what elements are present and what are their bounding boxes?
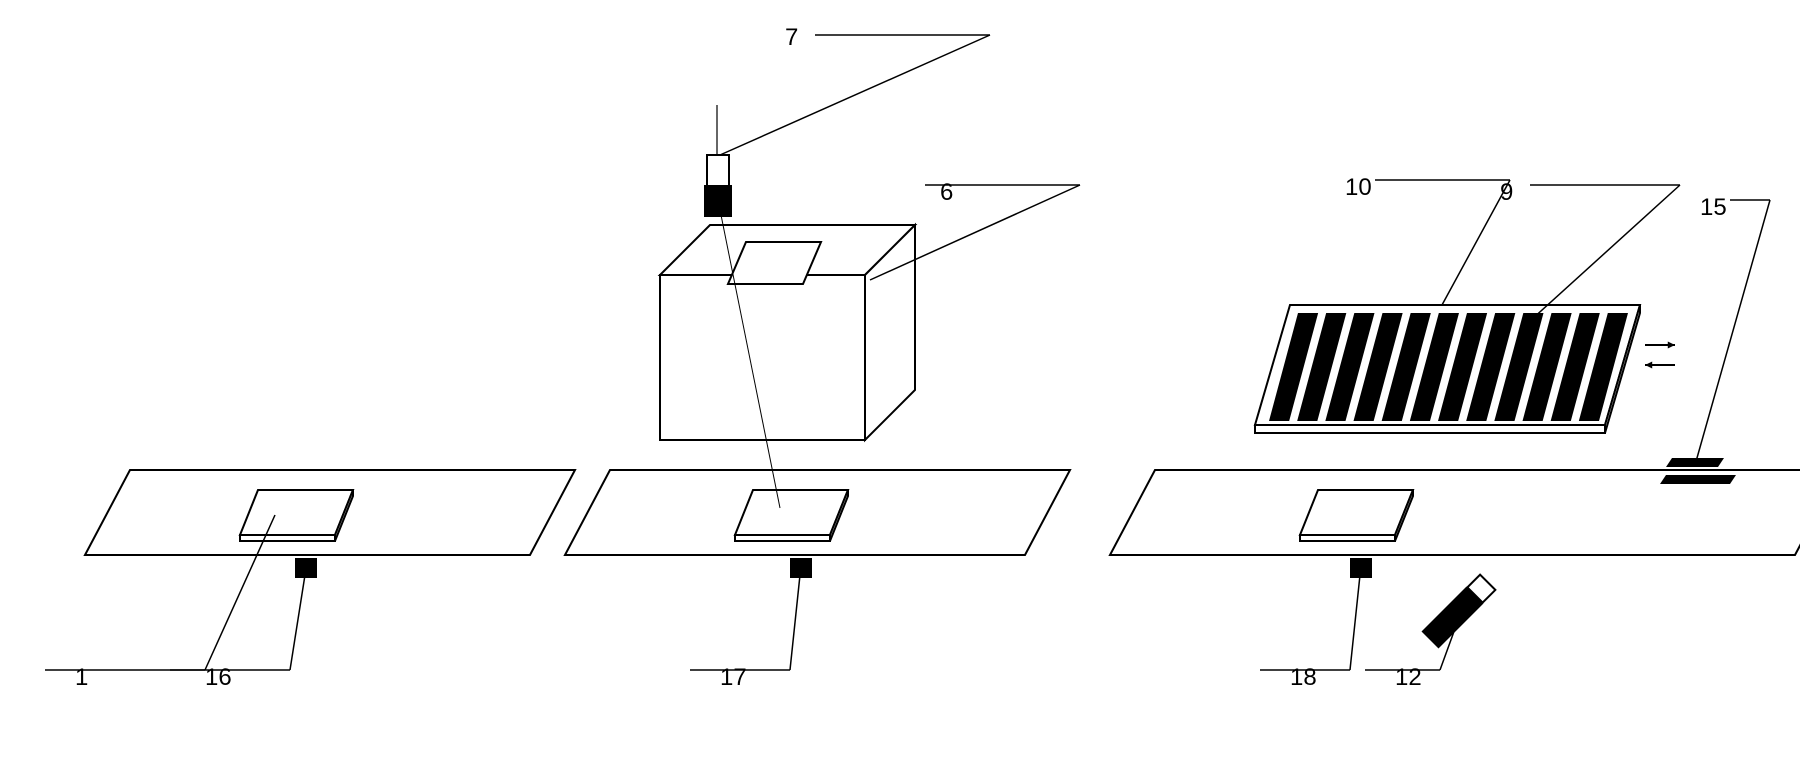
- arrow-left-head: [1645, 362, 1652, 369]
- label-10: 10: [1345, 174, 1372, 201]
- plate-front-1: [240, 535, 335, 541]
- leader-18-d: [1350, 575, 1360, 670]
- arrow-right-head: [1668, 342, 1675, 349]
- leader-7-d: [720, 35, 990, 155]
- leader-16-d: [290, 575, 305, 670]
- plate-top-1: [240, 490, 353, 535]
- label-9: 9: [1500, 179, 1513, 206]
- label-1: 1: [75, 664, 88, 691]
- label-12: 12: [1395, 664, 1422, 691]
- plate-front-3: [1300, 535, 1395, 541]
- sensor-3: [1350, 558, 1372, 578]
- label-16: 16: [205, 664, 232, 691]
- diagram-canvas: 1679101215161718: [0, 0, 1800, 768]
- plate-front-2: [735, 535, 830, 541]
- plate-top-2: [735, 490, 848, 535]
- label-7: 7: [785, 24, 798, 51]
- label-6: 6: [940, 179, 953, 206]
- label-18: 18: [1290, 664, 1317, 691]
- camera7-lens: [704, 185, 732, 217]
- label-15: 15: [1700, 194, 1727, 221]
- sensor-2: [790, 558, 812, 578]
- camera7-body: [707, 155, 729, 187]
- leader-15-d: [1695, 200, 1770, 465]
- screen-front-edge: [1255, 425, 1605, 433]
- leader-17-d: [790, 575, 800, 670]
- sensor-1: [295, 558, 317, 578]
- plate-top-3: [1300, 490, 1413, 535]
- label-17: 17: [720, 664, 747, 691]
- camera12-body: [1422, 587, 1484, 649]
- box6-front: [660, 275, 865, 440]
- actuator15-base: [1660, 475, 1736, 484]
